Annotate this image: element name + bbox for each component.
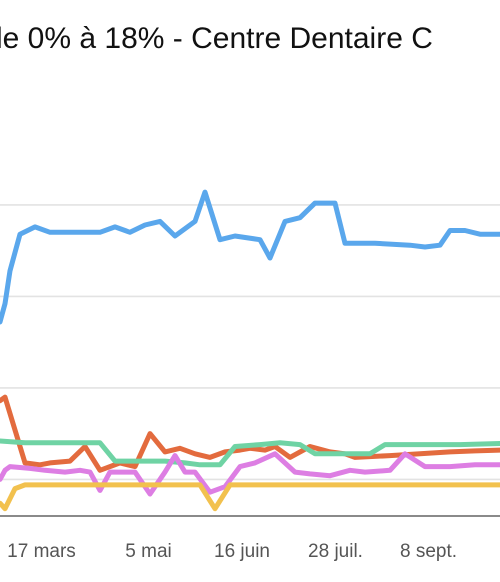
series-line-3	[0, 438, 500, 468]
series-line-2	[0, 394, 500, 473]
x-tick-label: 16 juin	[214, 541, 270, 562]
series-line-5	[0, 482, 500, 512]
x-tick-label: 5 mai	[125, 541, 171, 562]
series-line-1	[0, 189, 500, 325]
series-lines	[0, 189, 500, 512]
x-axis: 17 mars 5 mai 16 juin 28 juil. 8 sept.	[0, 515, 500, 562]
x-tick-label: 17 mars	[7, 541, 76, 562]
x-tick-label: 28 juil.	[308, 541, 363, 562]
chart-title: le 0% à 18% - Centre Dentaire C	[0, 22, 433, 55]
series-line-4	[0, 451, 500, 497]
x-tick-label: 8 sept.	[400, 541, 457, 562]
grid-lines	[0, 204, 500, 481]
